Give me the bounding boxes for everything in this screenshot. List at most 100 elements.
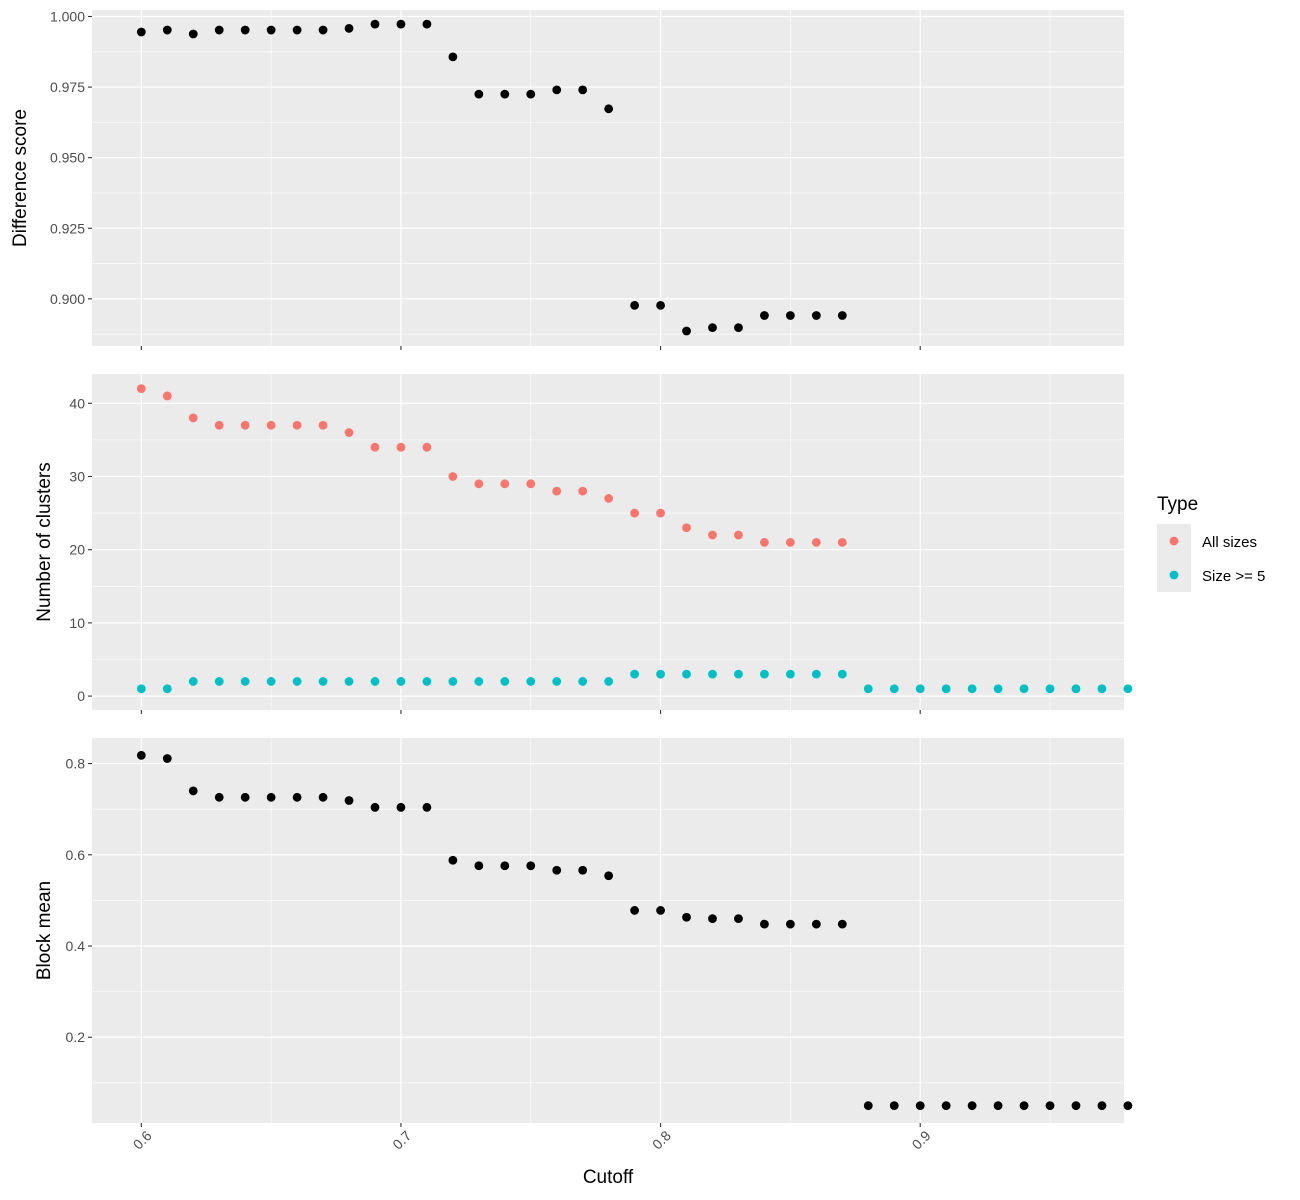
data-point [708,669,717,679]
data-point [811,919,821,929]
x-axis-title: Cutoff [583,1167,634,1188]
data-point [682,669,691,679]
data-point [578,486,588,496]
data-point [682,912,691,922]
data-point [344,23,354,33]
data-point [630,906,640,915]
y-tick-label: 0.4 [66,938,86,954]
data-point [526,861,536,871]
data-point [1045,1101,1055,1111]
data-point [500,479,510,489]
data-point [422,442,432,452]
data-point [240,25,250,35]
data-point [1123,1101,1133,1111]
data-point [1019,684,1029,694]
data-point [1097,684,1107,694]
data-point [578,85,588,95]
data-point [837,537,847,547]
data-point [474,89,484,99]
data-point [837,919,847,929]
data-point [188,677,198,686]
data-point [656,669,665,679]
data-point [915,1101,925,1111]
data-point [785,537,795,547]
legend-key-all-sizes [1169,536,1179,546]
y-tick-label: 40 [69,395,85,411]
data-point [604,494,614,503]
data-point [526,677,536,686]
series-size-5 [136,669,1133,694]
panel-number-of-clusters: 0 10 20 30 40 Number of clusters [34,374,1133,714]
data-point [785,919,795,929]
legend: Type All sizes Size >= 5 [1157,494,1265,592]
y-axis-title-block-mean: Block mean [34,881,55,980]
y-tick-label: 1.000 [50,8,85,24]
data-point [136,684,146,694]
data-point [604,871,614,881]
data-point [760,311,769,320]
data-point [474,861,484,871]
legend-label-all-sizes: All sizes [1202,534,1257,551]
data-point [474,479,484,489]
data-point [370,19,380,29]
data-point [552,486,562,496]
data-point [967,1101,977,1111]
panel-background [92,738,1124,1123]
data-point [915,684,925,694]
data-point [811,669,821,679]
data-point [578,865,588,875]
data-point [214,677,224,686]
data-point [811,311,821,320]
data-point [656,508,665,518]
data-point [1071,1101,1081,1111]
facet-panels: 0.900 0.925 0.950 0.975 1.000 Difference scor… [10,8,1133,1153]
data-point [292,25,302,35]
data-point [1045,684,1055,694]
data-point [136,27,146,37]
data-point [552,865,562,875]
data-point [188,29,198,39]
data-point [266,677,276,686]
data-point [1019,1101,1029,1111]
data-point [240,677,250,686]
data-point [630,669,640,679]
data-point [993,684,1003,694]
data-point [837,311,847,320]
data-point [941,684,951,694]
y-tick-label: 20 [69,542,85,558]
y-tick-label: 30 [69,468,85,484]
data-point [370,442,380,452]
data-point [630,508,640,518]
y-tick-label: 0.2 [66,1029,86,1045]
data-point [474,677,484,686]
y-tick-label: 0.8 [66,756,86,772]
data-point [734,669,743,679]
data-point [422,19,432,29]
data-point [500,89,510,99]
data-point [811,537,821,547]
data-point [448,472,458,481]
data-point [292,792,302,802]
data-point [1123,684,1133,694]
data-point [422,677,432,686]
data-point [526,89,536,99]
data-point [448,855,458,865]
data-point [889,684,899,694]
data-point [760,537,769,547]
data-point [162,684,172,694]
data-point [604,104,614,114]
y-tick-label: 0.6 [66,847,86,863]
data-point [188,786,198,796]
data-point [734,914,743,924]
data-point [162,391,172,401]
panel-block-mean: 0.2 0.4 0.6 0.8 Block mean [34,738,1133,1127]
data-point [396,677,406,686]
data-point [318,25,328,35]
data-point [656,906,665,915]
data-point [734,530,743,540]
data-point [318,420,328,430]
series-difference-score [136,19,847,336]
panel-difference-score: 0.900 0.925 0.950 0.975 1.000 Difference scor… [10,8,1124,350]
data-point [578,677,588,686]
